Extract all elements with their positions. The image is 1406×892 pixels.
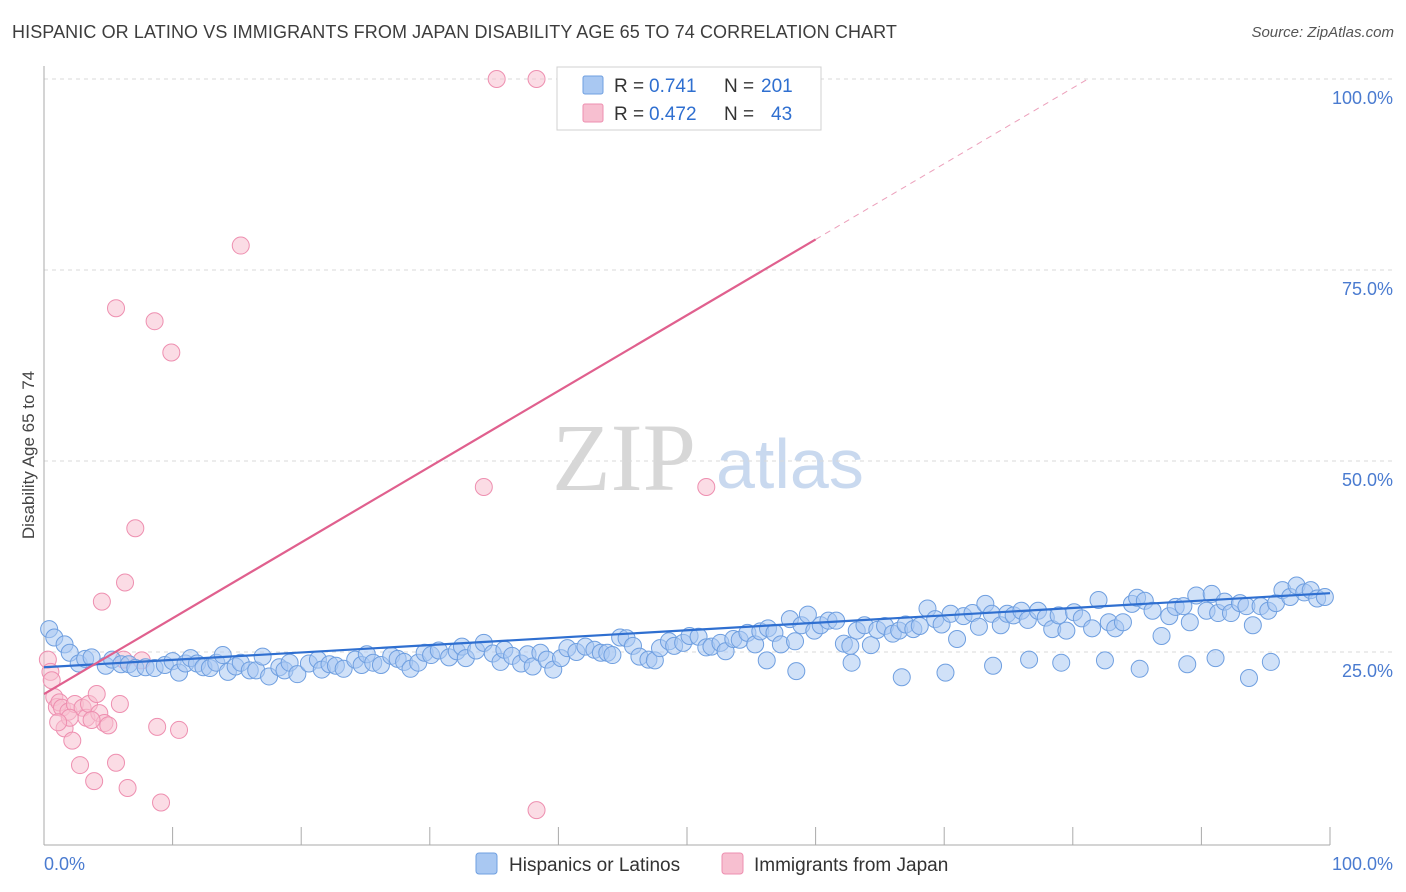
pink-point	[118, 778, 137, 797]
blue-point	[1113, 613, 1132, 632]
pink-point	[231, 236, 250, 255]
blue-point	[1089, 591, 1108, 610]
legend-n-label-1: N =	[724, 76, 754, 97]
pink-point	[85, 772, 104, 791]
blue-point	[1178, 655, 1197, 674]
bottom-legend: Hispanics or Latinos Immigrants from Jap…	[475, 852, 948, 876]
pink-point	[697, 477, 716, 496]
pink-trend-line	[43, 238, 817, 695]
watermark: ZIP atlas	[552, 404, 864, 511]
pink-trend-extension	[815, 78, 1089, 240]
blue-point	[892, 668, 911, 687]
pink-point	[63, 731, 82, 750]
blue-point	[786, 632, 805, 651]
blue-point	[1095, 651, 1114, 670]
blue-point	[288, 665, 307, 684]
blue-point	[757, 651, 776, 670]
pink-point	[92, 592, 111, 611]
legend-swatch-pink	[582, 103, 604, 123]
blue-point	[969, 617, 988, 636]
legend-n-label-2: N =	[724, 104, 754, 125]
x-tick-label-max: 100.0%	[1332, 854, 1393, 874]
bottom-legend-label-blue: Hispanics or Latinos	[509, 855, 680, 876]
blue-point	[1083, 619, 1102, 638]
pink-points	[38, 70, 716, 820]
pink-point	[110, 694, 129, 713]
pink-point	[487, 70, 506, 88]
pink-point	[162, 343, 181, 362]
blue-point	[1143, 601, 1162, 620]
y-axis-label: Disability Age 65 to 74	[19, 371, 38, 539]
blue-point	[253, 647, 272, 666]
blue-point	[861, 636, 880, 655]
blue-point	[842, 653, 861, 672]
blue-point	[1152, 626, 1171, 645]
bottom-legend-label-pink: Immigrants from Japan	[754, 855, 948, 876]
legend-r-value-1: 0.741	[649, 76, 697, 97]
pink-point	[82, 710, 101, 729]
pink-point	[170, 720, 189, 739]
blue-point	[1243, 616, 1262, 635]
pink-point	[49, 713, 68, 732]
blue-point	[1261, 652, 1280, 671]
pink-point	[527, 801, 546, 820]
axes	[43, 66, 1331, 846]
watermark-atlas: atlas	[716, 425, 864, 503]
blue-trend-line	[43, 592, 1331, 669]
legend-n-value-2: 43	[771, 104, 792, 125]
blue-point	[984, 656, 1003, 675]
blue-point	[936, 663, 955, 682]
blue-point	[1020, 650, 1039, 669]
legend-r-label-1: R =	[614, 76, 644, 97]
chart-title: HISPANIC OR LATINO VS IMMIGRANTS FROM JA…	[12, 22, 898, 42]
y-tick-label-100: 100.0%	[1332, 88, 1393, 108]
y-tick-label-25: 25.0%	[1342, 661, 1393, 681]
x-tick-labels: 0.0% 100.0%	[44, 854, 1393, 874]
pink-point	[116, 573, 135, 592]
legend-r-value-2: 0.472	[649, 104, 697, 125]
pink-point	[474, 477, 493, 496]
blue-point	[787, 662, 806, 681]
blue-point	[1052, 653, 1071, 672]
legend-n-value-1: 201	[761, 76, 793, 97]
pink-point	[145, 312, 164, 331]
watermark-zip: ZIP	[552, 404, 696, 511]
y-tick-labels: 25.0% 50.0% 75.0% 100.0%	[1332, 88, 1393, 681]
pink-point	[527, 70, 546, 88]
legend-r-label-2: R =	[614, 104, 644, 125]
y-tick-label-75: 75.0%	[1342, 279, 1393, 299]
blue-point	[603, 646, 622, 665]
grid-lines	[44, 78, 1392, 653]
x-tick-label-min: 0.0%	[44, 854, 85, 874]
blue-point	[910, 617, 929, 636]
pink-point	[107, 299, 126, 318]
pink-point	[148, 717, 167, 736]
legend-box: R = 0.741 N = 201 R = 0.472 N = 43	[556, 66, 822, 131]
pink-point	[99, 716, 118, 735]
pink-point	[152, 793, 171, 812]
legend-swatch-blue	[582, 75, 604, 95]
blue-point	[1206, 649, 1225, 668]
pink-point	[126, 519, 145, 538]
pink-point	[71, 756, 90, 775]
bottom-legend-swatch-blue	[475, 852, 498, 875]
source-label: Source: ZipAtlas.com	[1251, 24, 1394, 41]
pink-point	[107, 753, 126, 772]
blue-point	[948, 630, 967, 649]
blue-point	[1239, 668, 1258, 687]
blue-point	[1130, 659, 1149, 678]
y-tick-label-50: 50.0%	[1342, 470, 1393, 490]
bottom-legend-swatch-pink	[721, 852, 744, 875]
blue-point	[213, 646, 232, 665]
blue-point	[1057, 621, 1076, 640]
blue-points	[40, 576, 1334, 687]
blue-point	[1315, 587, 1334, 606]
blue-point	[841, 636, 860, 655]
trend-lines	[43, 78, 1331, 695]
pink-point	[87, 685, 106, 704]
blue-point	[1180, 613, 1199, 632]
